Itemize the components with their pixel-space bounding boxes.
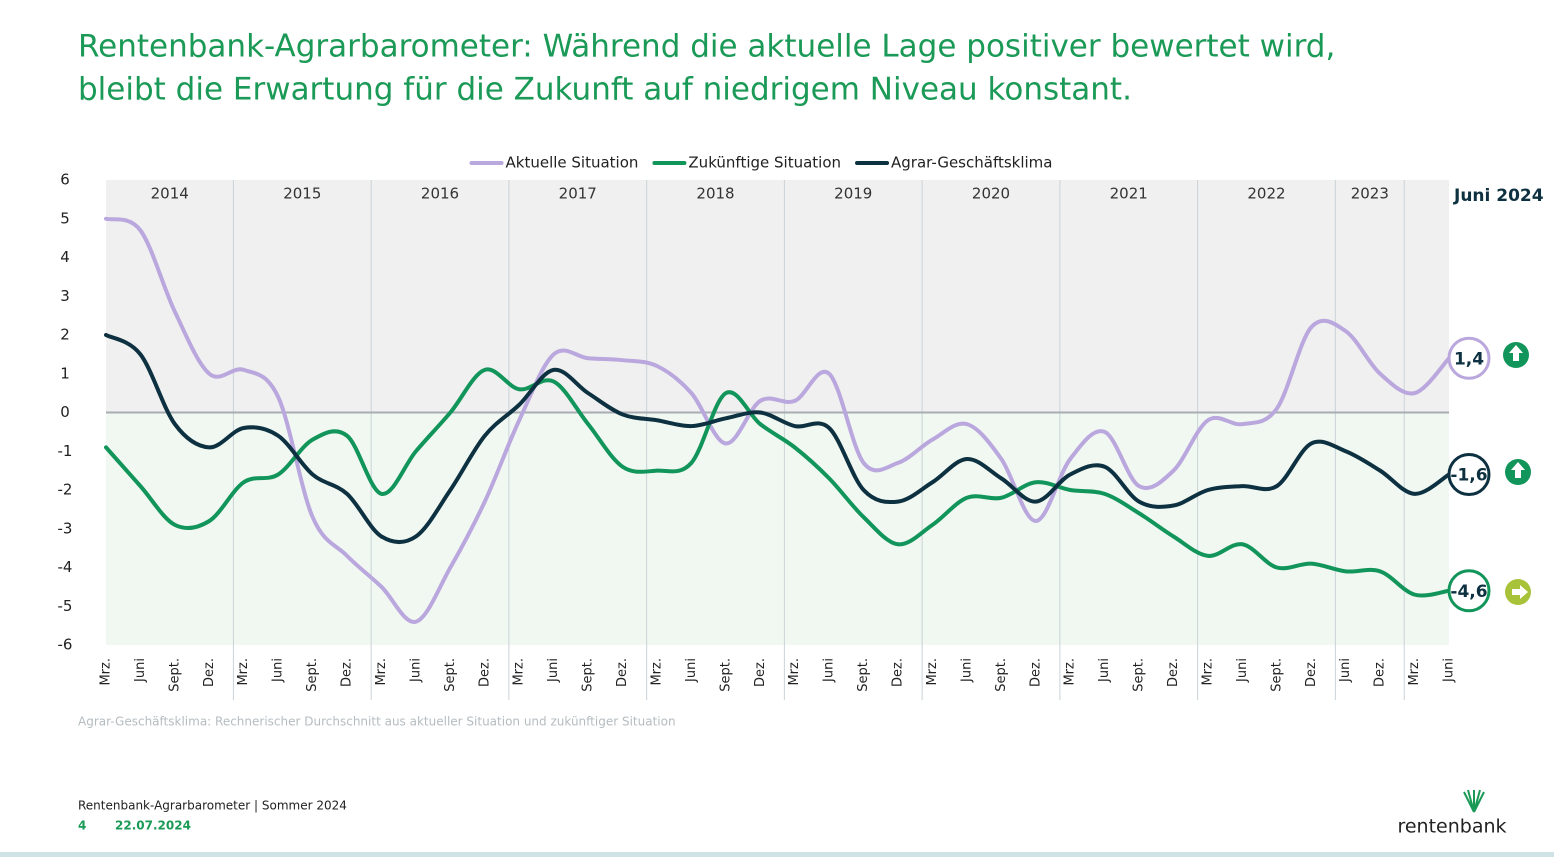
- bottom-bar: [0, 852, 1554, 857]
- y-tick-label: 3: [60, 287, 70, 305]
- x-tick-label: Juni: [133, 658, 148, 683]
- y-tick-label: -6: [58, 636, 73, 654]
- x-tick-label: Sept.: [1132, 658, 1147, 692]
- plot-bg-upper: [106, 180, 1449, 413]
- x-tick-label: Dez.: [1304, 658, 1319, 687]
- legend-label: Aktuelle Situation: [506, 154, 639, 172]
- x-tick-label: Mrz.: [374, 658, 389, 686]
- x-tick-label: Juni: [684, 658, 699, 683]
- legend-label: Agrar-Geschäftsklima: [891, 154, 1052, 172]
- footer-source: Rentenbank-Agrarbarometer | Sommer 2024: [78, 799, 347, 813]
- x-tick-label: Sept.: [1269, 658, 1284, 692]
- x-tick-label: Sept.: [581, 658, 596, 692]
- trend-arrows: [1503, 342, 1531, 605]
- x-tick-label: Mrz.: [512, 658, 527, 686]
- series-line: [104, 216, 1451, 624]
- y-tick-label: 1: [60, 364, 70, 382]
- x-tick-label: Juni: [822, 658, 837, 683]
- x-tick-label: Dez.: [340, 658, 355, 687]
- x-tick-label: Juni: [959, 658, 974, 683]
- x-tick-label: Dez.: [1166, 658, 1181, 687]
- y-tick-label: 6: [60, 171, 70, 189]
- x-tick-label: Sept.: [718, 658, 733, 692]
- title-line: Rentenbank-Agrarbarometer: Während die a…: [78, 29, 1335, 65]
- year-label: 2022: [1247, 185, 1285, 203]
- x-tick-label: Juni: [1097, 658, 1112, 683]
- y-tick-label: 2: [60, 326, 70, 344]
- end-marker: [1447, 569, 1491, 613]
- series-line: [104, 367, 1451, 598]
- x-tick-label: Juni: [546, 658, 561, 683]
- x-tick-label: Mrz.: [1063, 658, 1078, 686]
- x-tick-label: Mrz.: [99, 658, 114, 686]
- x-tick-label: Sept.: [856, 658, 871, 692]
- y-tick-label: -1: [58, 442, 73, 460]
- year-label: 2020: [972, 185, 1010, 203]
- x-tick-label: Mrz.: [236, 658, 251, 686]
- footnote: Agrar-Geschäftsklima: Rechnerischer Durc…: [78, 715, 676, 729]
- end-marker: [1447, 453, 1491, 496]
- x-tick-label: Dez.: [1028, 658, 1043, 687]
- x-tick-label: Mrz.: [925, 658, 940, 686]
- x-tick-label: Juni: [271, 658, 286, 683]
- y-tick-label: -2: [58, 481, 73, 499]
- x-tick-label: Dez.: [615, 658, 630, 687]
- x-tick-label: Dez.: [891, 658, 906, 687]
- x-tick-label: Mrz.: [1407, 658, 1422, 686]
- x-tick-label: Sept.: [305, 658, 320, 692]
- end-marker: [1447, 336, 1491, 380]
- year-label: 2021: [1110, 185, 1148, 203]
- period-label: Juni 2024: [1453, 186, 1544, 206]
- x-tick-label: Juni: [408, 658, 423, 683]
- logo-text: rentenbank: [1397, 816, 1506, 838]
- legend-label: Zukünftige Situation: [688, 154, 841, 172]
- x-tick-label: Juni: [1442, 658, 1457, 683]
- y-tick-label: -4: [58, 558, 73, 576]
- x-tick-label: Juni: [1338, 658, 1353, 683]
- year-label: 2023: [1351, 185, 1389, 203]
- x-tick-label: Dez.: [1373, 658, 1388, 687]
- x-tick-label: Mrz.: [1200, 658, 1215, 686]
- x-tick-label: Sept.: [167, 658, 182, 692]
- page-number: 4: [78, 819, 86, 833]
- year-label: 2019: [834, 185, 872, 203]
- year-label: 2017: [559, 185, 597, 203]
- series-line: [104, 333, 1451, 545]
- year-label: 2018: [696, 185, 734, 203]
- y-tick-label: 0: [60, 403, 70, 421]
- y-tick-label: 4: [60, 248, 70, 266]
- title-line: bleibt die Erwartung für die Zukunft auf…: [78, 72, 1132, 108]
- value-label: -4,6: [1450, 582, 1487, 602]
- x-tick-label: Juni: [1235, 658, 1250, 683]
- value-label: -1,6: [1450, 466, 1487, 486]
- y-tick-label: -3: [58, 519, 73, 537]
- year-label: 2016: [421, 185, 459, 203]
- x-tick-label: Dez.: [753, 658, 768, 687]
- x-tick-label: Mrz.: [649, 658, 664, 686]
- footer-date: 22.07.2024: [115, 819, 191, 833]
- x-tick-label: Dez.: [202, 658, 217, 687]
- x-tick-label: Dez.: [477, 658, 492, 687]
- x-tick-label: Mrz.: [787, 658, 802, 686]
- plot-bg-lower: [106, 412, 1449, 645]
- y-tick-label: -5: [58, 597, 73, 615]
- year-label: 2015: [283, 185, 321, 203]
- logo-icon: [1463, 789, 1485, 813]
- x-tick-label: Sept.: [443, 658, 458, 692]
- year-label: 2014: [151, 185, 189, 203]
- y-tick-label: 5: [60, 209, 70, 227]
- value-label: 1,4: [1454, 349, 1484, 369]
- x-tick-label: Sept.: [994, 658, 1009, 692]
